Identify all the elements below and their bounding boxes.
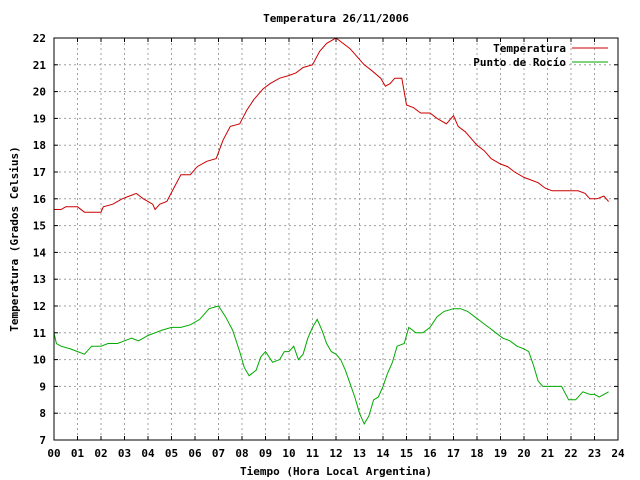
x-tick-label: 18 <box>470 447 483 460</box>
x-tick-label: 07 <box>212 447 225 460</box>
x-tick-label: 09 <box>259 447 272 460</box>
x-tick-label: 08 <box>235 447 248 460</box>
y-tick-label: 9 <box>39 380 46 393</box>
legend-label-temperatura: Temperatura <box>493 42 566 55</box>
y-tick-labels: 7 8 9 10 11 12 13 14 15 16 17 18 19 20 21 22 <box>33 32 47 447</box>
y-tick-label: 15 <box>33 220 46 233</box>
legend-label-punto-de-rocio: Punto de Rocío <box>473 56 566 69</box>
x-tick-label: 21 <box>541 447 555 460</box>
series-line-temperatura <box>54 37 609 213</box>
y-tick-label: 13 <box>33 273 46 286</box>
x-tick-label: 02 <box>94 447 107 460</box>
y-tick-label: 10 <box>33 354 46 367</box>
x-tick-label: 03 <box>118 447 131 460</box>
series-line-punto-de-rocio <box>53 305 609 425</box>
x-tick-label: 01 <box>71 447 85 460</box>
y-tick-label: 18 <box>33 139 46 152</box>
y-tick-label: 20 <box>33 86 46 99</box>
x-tick-label: 14 <box>376 447 390 460</box>
x-tick-label: 06 <box>188 447 202 460</box>
x-tick-label: 20 <box>517 447 530 460</box>
x-tick-label: 15 <box>400 447 413 460</box>
y-tick-label: 14 <box>33 246 47 259</box>
y-tick-label: 22 <box>33 32 46 45</box>
y-tick-label: 16 <box>33 193 47 206</box>
legend: Temperatura Punto de Rocío <box>473 42 608 69</box>
x-tick-label: 19 <box>494 447 507 460</box>
y-tick-label: 12 <box>33 300 46 313</box>
series-lines <box>53 37 609 425</box>
x-tick-label: 13 <box>353 447 366 460</box>
x-tick-label: 12 <box>329 447 342 460</box>
x-tick-label: 10 <box>282 447 295 460</box>
x-tick-label: 22 <box>564 447 577 460</box>
x-tick-label: 04 <box>141 447 155 460</box>
x-tick-labels: 00 01 02 03 04 05 06 07 08 09 10 11 12 13 14 15 16 17 18 19… <box>47 447 625 460</box>
x-tick-label: 11 <box>306 447 320 460</box>
y-tick-label: 11 <box>33 327 47 340</box>
y-axis-label: Temperatura (Grados Celsius) <box>8 146 21 331</box>
chart-title: Temperatura 26/11/2006 <box>263 12 409 25</box>
y-tick-label: 19 <box>33 112 46 125</box>
x-tick-label: 17 <box>447 447 460 460</box>
x-tick-label: 00 <box>47 447 60 460</box>
x-tick-label: 16 <box>423 447 437 460</box>
x-axis-label: Tiempo (Hora Local Argentina) <box>240 465 432 478</box>
x-tick-label: 05 <box>165 447 178 460</box>
y-tick-label: 21 <box>33 59 47 72</box>
y-tick-label: 7 <box>39 434 46 447</box>
y-tick-label: 8 <box>39 407 46 420</box>
axis-ticks <box>53 37 619 441</box>
x-tick-label: 24 <box>611 447 625 460</box>
grid-lines <box>54 38 618 440</box>
x-tick-label: 23 <box>588 447 601 460</box>
y-tick-label: 17 <box>33 166 46 179</box>
